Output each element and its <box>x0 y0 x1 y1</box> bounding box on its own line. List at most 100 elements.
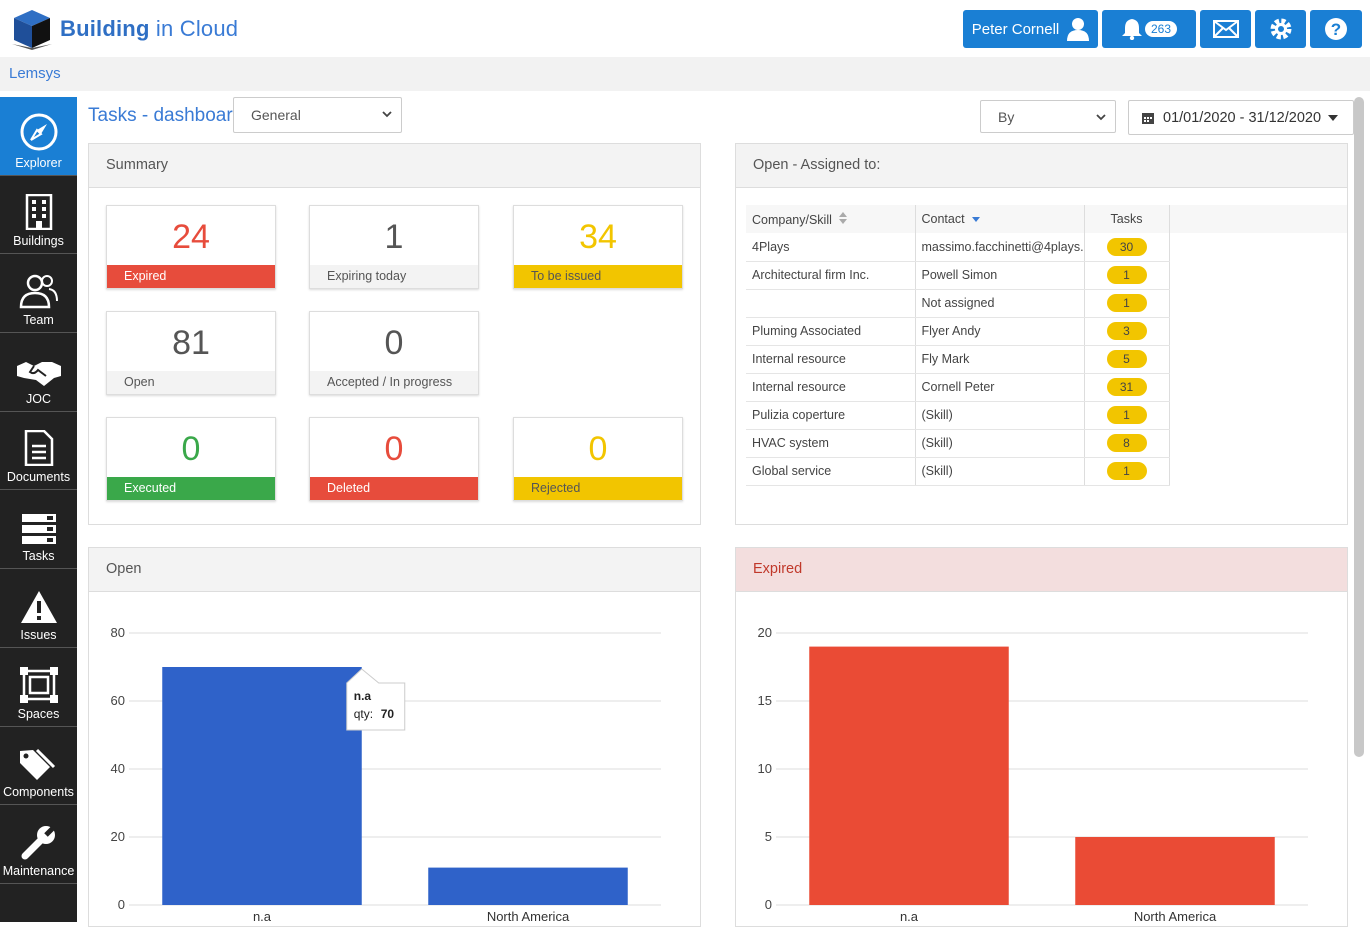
summary-card-executed[interactable]: 0 Executed <box>106 417 276 501</box>
sidebar-item-label: Explorer <box>15 155 62 170</box>
cell-tasks: 1 <box>1084 457 1170 486</box>
date-range-picker[interactable]: 01/01/2020 - 31/12/2020 <box>1128 100 1354 135</box>
column-company-skill[interactable]: Company/Skill <box>746 205 916 233</box>
sidebar-item-documents[interactable]: Documents <box>0 412 77 491</box>
sidebar-item-spaces[interactable]: Spaces <box>0 648 77 727</box>
table-row[interactable]: Global service (Skill) 1 <box>746 457 1347 486</box>
task-count-badge[interactable]: 5 <box>1106 350 1147 368</box>
page-scrollbar[interactable] <box>1354 97 1364 757</box>
task-count-badge[interactable]: 1 <box>1106 406 1147 424</box>
task-count-badge[interactable]: 3 <box>1106 322 1147 340</box>
chart-tooltip: n.a qty: 70 <box>346 668 406 731</box>
chevron-down-icon <box>1096 114 1106 121</box>
bar-n-a[interactable] <box>162 667 362 905</box>
cell-contact: massimo.facchinetti@4plays.it <box>915 233 1085 262</box>
help-button[interactable]: ? <box>1310 10 1362 48</box>
y-tick-label: 0 <box>118 897 125 912</box>
y-tick-label: 40 <box>111 761 125 776</box>
sidebar-item-label: Issues <box>20 627 57 642</box>
page-title: Tasks - dashboard <box>88 105 244 126</box>
task-count-badge[interactable]: 31 <box>1106 378 1147 396</box>
table-row[interactable]: Pulizia coperture (Skill) 1 <box>746 401 1347 430</box>
cell-contact: Flyer Andy <box>915 317 1085 346</box>
summary-panel-title: Summary <box>89 144 700 188</box>
cell-contact: (Skill) <box>915 401 1085 430</box>
tooltip-category: n.a <box>354 689 372 703</box>
table-row[interactable]: Internal resource Cornell Peter 31 <box>746 373 1347 402</box>
sidebar-item-components[interactable]: Components <box>0 727 77 806</box>
by-select[interactable]: By <box>980 100 1116 133</box>
card-value: 0 <box>181 430 201 468</box>
table-row[interactable]: 4Plays massimo.facchinetti@4plays.it 30 <box>746 233 1347 262</box>
settings-button[interactable] <box>1255 10 1306 48</box>
user-menu-button[interactable]: Peter Cornell <box>963 10 1098 48</box>
y-tick-label: 5 <box>765 829 772 844</box>
notifications-button[interactable]: 263 <box>1102 10 1196 48</box>
card-label: Rejected <box>514 477 682 500</box>
table-row[interactable]: Internal resource Fly Mark 5 <box>746 345 1347 374</box>
task-count-badge[interactable]: 1 <box>1106 462 1147 480</box>
card-value: 34 <box>579 218 617 256</box>
card-label: Accepted / In progress <box>310 371 478 394</box>
sidebar-item-issues[interactable]: Issues <box>0 569 77 648</box>
assigned-table: Company/Skill Contact Tasks 4Plays massim… <box>746 205 1347 486</box>
x-tick-label: North America <box>1134 909 1217 924</box>
table-row[interactable]: Pluming Associated Flyer Andy 3 <box>746 317 1347 346</box>
card-label: Open <box>107 371 275 394</box>
tooltip-label: qty: <box>354 707 373 721</box>
bar-north-america[interactable] <box>428 867 628 905</box>
task-count-badge[interactable]: 8 <box>1106 434 1147 452</box>
spaces-icon <box>19 666 58 703</box>
column-tasks[interactable]: Tasks <box>1084 205 1170 233</box>
document-icon <box>24 430 53 467</box>
sidebar-item-label: Buildings <box>13 234 64 249</box>
summary-card-to-be-issued[interactable]: 34 To be issued <box>513 205 683 289</box>
view-select[interactable]: General <box>233 97 402 133</box>
cell-spacer <box>1169 401 1347 429</box>
sidebar-item-label: Maintenance <box>2 863 75 878</box>
card-value: 0 <box>384 430 404 468</box>
task-count-badge[interactable]: 1 <box>1106 294 1147 312</box>
table-header-row: Company/Skill Contact Tasks <box>746 205 1347 233</box>
cell-contact: Powell Simon <box>915 261 1085 290</box>
summary-card-open[interactable]: 81 Open <box>106 311 276 395</box>
sidebar-item-tasks[interactable]: Tasks <box>0 490 77 570</box>
summary-card-accepted-in-progress[interactable]: 0 Accepted / In progress <box>309 311 479 395</box>
cell-spacer <box>1169 289 1347 317</box>
x-tick-label: n.a <box>900 909 919 924</box>
task-count-badge[interactable]: 30 <box>1106 237 1147 256</box>
y-tick-label: 10 <box>758 761 772 776</box>
tags-icon <box>19 749 55 781</box>
sidebar-item-team[interactable]: Team <box>0 254 77 334</box>
column-contact[interactable]: Contact <box>915 205 1085 233</box>
messages-button[interactable] <box>1200 10 1251 48</box>
card-value: 0 <box>588 430 608 468</box>
summary-card-deleted[interactable]: 0 Deleted <box>309 417 479 501</box>
cell-contact: (Skill) <box>915 457 1085 486</box>
summary-card-expired[interactable]: 24 Expired <box>106 205 276 289</box>
sidebar-item-joc[interactable]: JOC <box>0 333 77 412</box>
building-icon <box>25 194 52 231</box>
open-chart-title: Open <box>89 548 700 592</box>
table-row[interactable]: HVAC system (Skill) 8 <box>746 429 1347 458</box>
y-tick-label: 15 <box>758 693 772 708</box>
table-row[interactable]: Not assigned 1 <box>746 289 1347 318</box>
bar-north-america[interactable] <box>1075 837 1275 905</box>
sidebar-item-buildings[interactable]: Buildings <box>0 176 77 255</box>
card-value: 24 <box>172 218 210 256</box>
bar-n-a[interactable] <box>809 646 1009 905</box>
sort-desc-icon <box>972 217 981 222</box>
cell-company: Global service <box>746 457 916 486</box>
summary-card-rejected[interactable]: 0 Rejected <box>513 417 683 501</box>
breadcrumb[interactable]: Lemsys <box>9 65 61 82</box>
task-count-badge[interactable]: 1 <box>1106 266 1147 284</box>
envelope-icon <box>1212 20 1239 38</box>
sidebar-item-explorer[interactable]: Explorer <box>0 97 77 176</box>
summary-card-expiring-today[interactable]: 1 Expiring today <box>309 205 479 289</box>
table-row[interactable]: Architectural firm Inc. Powell Simon 1 <box>746 261 1347 290</box>
brand-logo[interactable]: Building in Cloud <box>10 8 238 50</box>
card-label: To be issued <box>514 265 682 288</box>
cell-spacer <box>1169 429 1347 457</box>
sidebar-item-maintenance[interactable]: Maintenance <box>0 805 77 884</box>
cell-tasks: 30 <box>1084 233 1170 262</box>
